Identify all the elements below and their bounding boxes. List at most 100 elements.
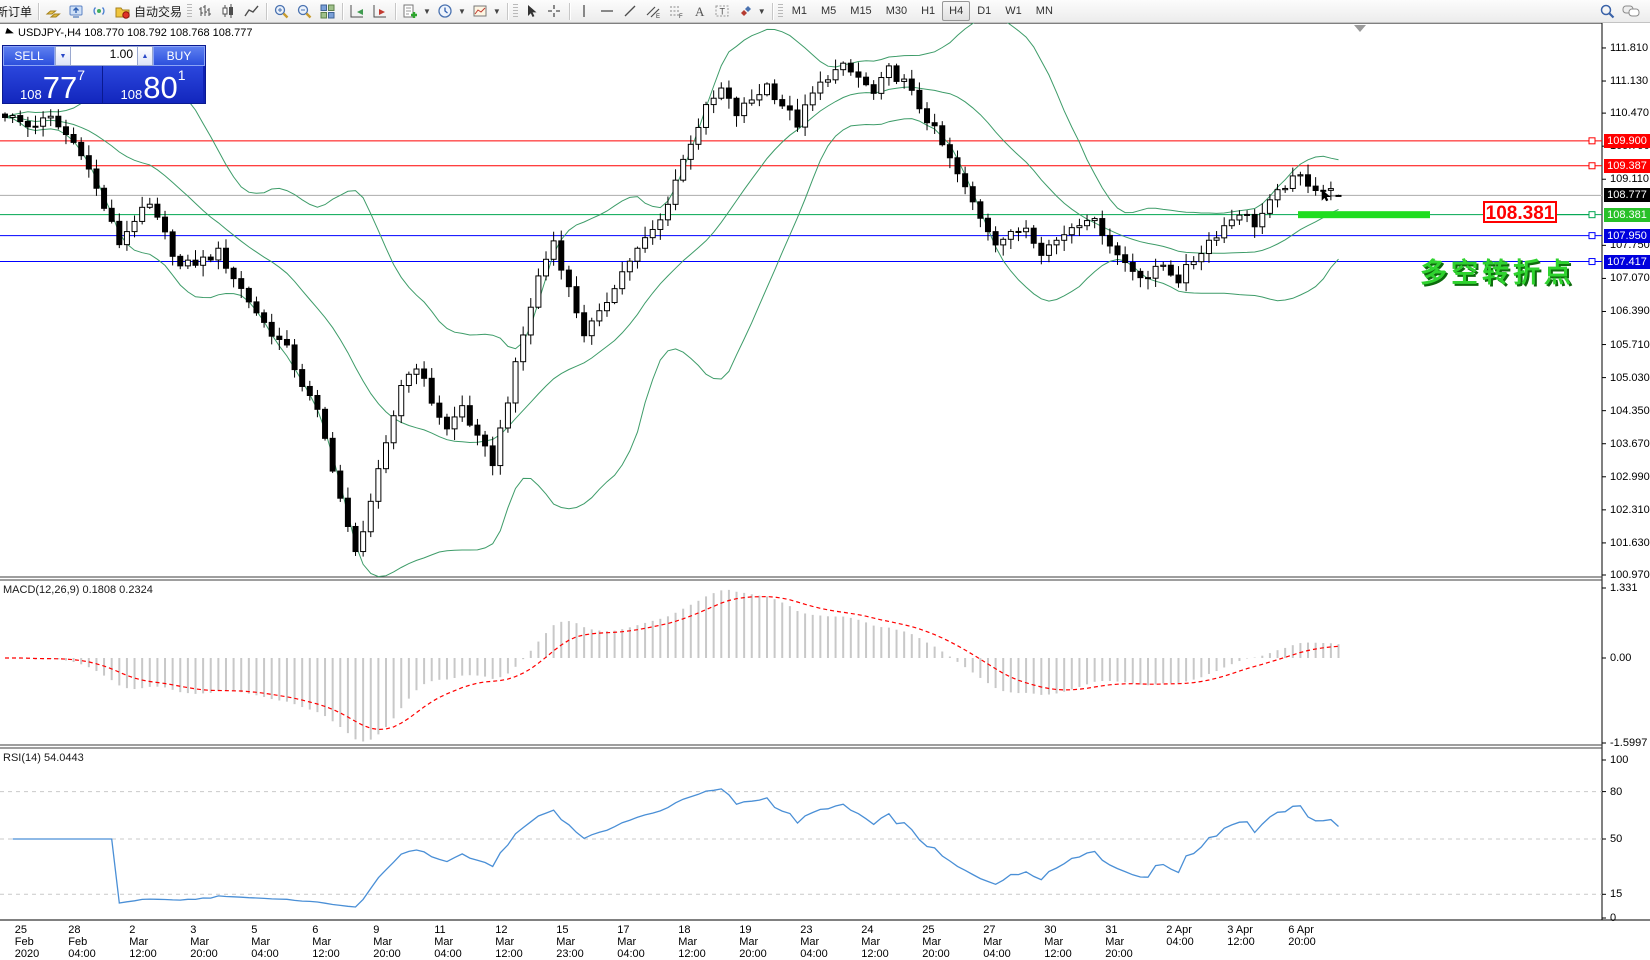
equidistant-channel-tool-icon[interactable]: E xyxy=(642,1,665,21)
toolbar-separator xyxy=(506,2,508,20)
time-tick-label: 2 Mar 12:00 xyxy=(129,924,157,960)
macd-histogram xyxy=(11,589,1340,742)
macd-indicator-label: MACD(12,26,9) 0.1808 0.2324 xyxy=(3,584,153,596)
macd-tick-label: 1.331 xyxy=(1610,582,1638,594)
toolbar-separator xyxy=(266,2,268,20)
vertical-line-tool-icon[interactable] xyxy=(573,1,596,21)
time-tick-label: 15 Mar 23:00 xyxy=(556,924,584,960)
support-segment-object[interactable] xyxy=(1298,211,1430,219)
sell-button[interactable]: SELL xyxy=(3,46,55,66)
zoom-in-icon[interactable] xyxy=(270,1,293,21)
auto-scroll-icon[interactable] xyxy=(346,1,369,21)
timeframe-m15[interactable]: M15 xyxy=(850,5,872,17)
cursor-tool-icon[interactable] xyxy=(520,1,543,21)
timeframe-m1[interactable]: M1 xyxy=(791,5,807,17)
buy-button[interactable]: BUY xyxy=(153,46,205,66)
time-tick-label: 6 Mar 12:00 xyxy=(312,924,340,960)
price-tick-label: 106.390 xyxy=(1610,305,1650,318)
time-tick-label: 3 Apr 12:00 xyxy=(1227,924,1255,948)
chart-canvas xyxy=(0,16,1650,921)
line-chart-icon[interactable] xyxy=(240,1,263,21)
publisher-icon[interactable] xyxy=(65,1,88,21)
svg-text:A: A xyxy=(695,4,705,19)
price-label-box-107.417: 107.417 xyxy=(1604,254,1650,269)
signal-icon[interactable] xyxy=(88,1,111,21)
toolbar-separator xyxy=(342,2,344,20)
time-tick-label: 19 Mar 20:00 xyxy=(739,924,767,960)
price-tick-label: 102.310 xyxy=(1610,503,1650,516)
macd-signal-line xyxy=(5,595,1339,731)
chart-shift-icon[interactable] xyxy=(369,1,392,21)
tile-windows-icon[interactable] xyxy=(316,1,339,21)
timeframe-h4[interactable]: H4 xyxy=(942,1,971,21)
toolbar-separator xyxy=(771,2,773,20)
price-label-box-108.381: 108.381 xyxy=(1604,207,1650,222)
hline-handle[interactable] xyxy=(1588,162,1596,170)
macd-tick-label: -1.5997 xyxy=(1610,737,1648,749)
time-tick-label: 3 Mar 20:00 xyxy=(190,924,218,960)
gold-bars-icon[interactable] xyxy=(42,1,65,21)
volume-input[interactable]: 1.00 xyxy=(71,46,137,66)
crosshair-tool-icon[interactable] xyxy=(543,1,566,21)
timeframe-d1[interactable]: D1 xyxy=(977,5,992,17)
volume-increase-button[interactable]: ▲ xyxy=(137,46,153,66)
cn-annotation-text[interactable]: 多空转折点 xyxy=(1420,258,1575,288)
rsi-tick-label: 15 xyxy=(1610,888,1623,901)
candlestick-chart-icon[interactable] xyxy=(217,1,240,21)
time-tick-label: 12 Mar 12:00 xyxy=(495,924,523,960)
text-tool-icon[interactable]: A xyxy=(688,1,711,21)
chart-shift-marker[interactable] xyxy=(1354,25,1366,32)
autotrade-button[interactable]: 自动交易 xyxy=(111,1,185,21)
autotrade-label: 自动交易 xyxy=(134,4,183,19)
dropdown-caret: ▼ xyxy=(492,6,501,16)
sell-price-point: 7 xyxy=(77,67,85,83)
toolbar-grip xyxy=(187,3,193,19)
time-tick-label: 25 Feb 2020 xyxy=(14,924,40,960)
bollinger-upper-band xyxy=(4,16,1339,350)
price-tick-label: 111.130 xyxy=(1610,75,1649,88)
templates-button[interactable]: ▼ xyxy=(469,1,504,21)
bar-chart-icon[interactable] xyxy=(194,1,217,21)
new-order-button[interactable]: 新订单 xyxy=(0,1,35,21)
arrow-objects-button[interactable]: ▼ xyxy=(734,1,769,21)
horizontal-line-tool-icon[interactable] xyxy=(596,1,619,21)
add-indicator-button[interactable]: ▼ xyxy=(399,1,434,21)
hline-handle[interactable] xyxy=(1588,137,1596,145)
price-tick-label: 102.990 xyxy=(1610,470,1650,483)
time-tick-label: 6 Apr 20:00 xyxy=(1288,924,1316,948)
candles xyxy=(2,59,1342,557)
price-tick-label: 100.970 xyxy=(1610,569,1650,581)
rsi-tick-label: 80 xyxy=(1610,785,1623,798)
fibonacci-tool-icon[interactable]: F xyxy=(665,1,688,21)
svg-text:T: T xyxy=(719,6,725,16)
timeframe-m30[interactable]: M30 xyxy=(885,5,908,17)
zoom-out-icon[interactable] xyxy=(293,1,316,21)
hline-handle[interactable] xyxy=(1588,258,1596,266)
trendline-tool-icon[interactable] xyxy=(619,1,642,21)
price-label-box-109.387: 109.387 xyxy=(1604,158,1650,173)
price-tick-label: 101.630 xyxy=(1610,536,1650,549)
support-price-text-object[interactable]: 108.381 xyxy=(1483,201,1557,224)
volume-decrease-button[interactable]: ▼ xyxy=(55,46,71,66)
price-label-box-109.900: 109.900 xyxy=(1604,133,1650,148)
timeframe-h1[interactable]: H1 xyxy=(921,5,936,17)
toolbar-grip xyxy=(777,3,783,19)
buy-price[interactable]: 108 80 1 xyxy=(103,66,203,103)
timeframe-w1[interactable]: W1 xyxy=(1005,5,1022,17)
hline-handle[interactable] xyxy=(1588,211,1596,219)
timeframe-m5[interactable]: M5 xyxy=(821,5,837,17)
macd-tick-label: 0.00 xyxy=(1610,652,1632,664)
hline-handle[interactable] xyxy=(1588,232,1596,240)
sell-price[interactable]: 108 77 7 xyxy=(3,66,103,103)
search-icon[interactable] xyxy=(1596,1,1619,21)
rsi-tick-label: 50 xyxy=(1610,833,1623,845)
bollinger-middle-band xyxy=(4,86,1339,444)
timeframe-mn[interactable]: MN xyxy=(1035,5,1053,17)
svg-text:F: F xyxy=(679,14,683,20)
chat-icon[interactable] xyxy=(1619,1,1644,21)
main-toolbar: 新订单 自动交易 ▼ ▼ xyxy=(0,0,1650,23)
text-label-tool-icon[interactable]: T xyxy=(711,1,734,21)
periods-button[interactable]: ▼ xyxy=(434,1,469,21)
svg-text:E: E xyxy=(656,14,660,20)
symbol-ohlc-line: USDJPY-,H4 108.770 108.792 108.768 108.7… xyxy=(18,27,253,39)
